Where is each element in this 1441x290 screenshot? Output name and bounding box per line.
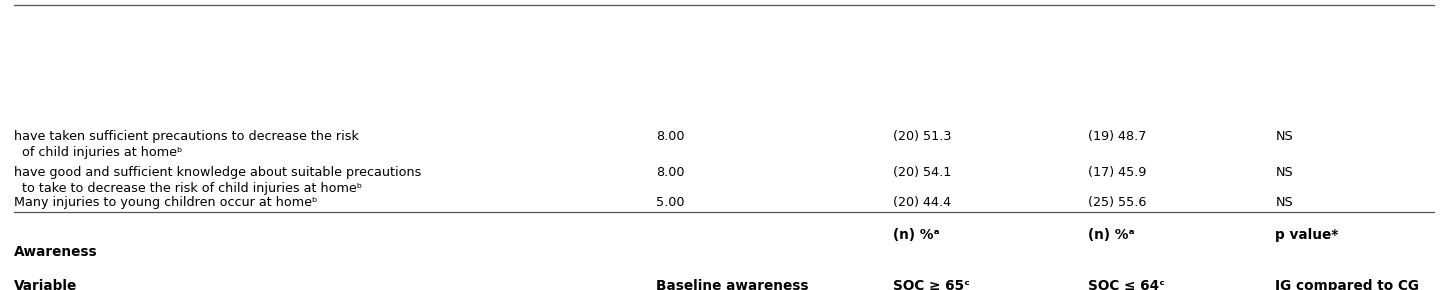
Text: (25) 55.6: (25) 55.6 — [1088, 196, 1147, 209]
Text: (19) 48.7: (19) 48.7 — [1088, 130, 1147, 143]
Text: (20) 44.4: (20) 44.4 — [893, 196, 951, 209]
Text: to take to decrease the risk of child injuries at homeᵇ: to take to decrease the risk of child in… — [14, 182, 363, 195]
Text: NS: NS — [1275, 196, 1293, 209]
Text: 8.00: 8.00 — [656, 130, 684, 143]
Text: NS: NS — [1275, 130, 1293, 143]
Text: (20) 54.1: (20) 54.1 — [893, 166, 953, 179]
Text: IG compared to CG: IG compared to CG — [1275, 279, 1419, 290]
Text: (n) %ᵃ: (n) %ᵃ — [1088, 228, 1134, 242]
Text: SOC ≤ 64ᶜ: SOC ≤ 64ᶜ — [1088, 279, 1164, 290]
Text: NS: NS — [1275, 166, 1293, 179]
Text: p value*: p value* — [1275, 228, 1339, 242]
Text: 5.00: 5.00 — [656, 196, 684, 209]
Text: (20) 51.3: (20) 51.3 — [893, 130, 953, 143]
Text: have good and sufficient knowledge about suitable precautions: have good and sufficient knowledge about… — [14, 166, 422, 179]
Text: Many injuries to young children occur at homeᵇ: Many injuries to young children occur at… — [14, 196, 318, 209]
Text: 8.00: 8.00 — [656, 166, 684, 179]
Text: Variable: Variable — [14, 279, 78, 290]
Text: of child injuries at homeᵇ: of child injuries at homeᵇ — [14, 146, 183, 159]
Text: (n) %ᵃ: (n) %ᵃ — [893, 228, 940, 242]
Text: SOC ≥ 65ᶜ: SOC ≥ 65ᶜ — [893, 279, 970, 290]
Text: have taken sufficient precautions to decrease the risk: have taken sufficient precautions to dec… — [14, 130, 359, 143]
Text: Awareness: Awareness — [14, 245, 98, 259]
Text: (17) 45.9: (17) 45.9 — [1088, 166, 1147, 179]
Text: Baseline awareness
median: Baseline awareness median — [656, 279, 808, 290]
